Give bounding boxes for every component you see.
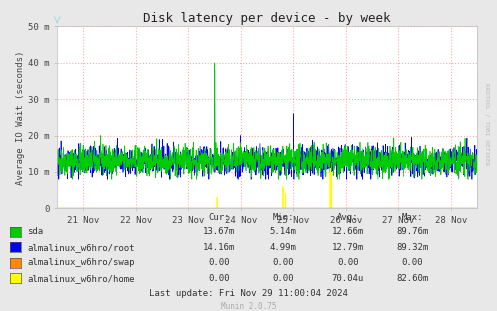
Text: 0.00: 0.00 <box>272 274 294 283</box>
Text: 82.60m: 82.60m <box>397 274 428 283</box>
Y-axis label: Average IO Wait (seconds): Average IO Wait (seconds) <box>16 50 25 185</box>
Title: Disk latency per device - by week: Disk latency per device - by week <box>144 12 391 25</box>
Text: 14.16m: 14.16m <box>203 243 235 252</box>
Text: sda: sda <box>27 227 43 236</box>
Text: Min:: Min: <box>272 213 294 222</box>
Text: 12.66m: 12.66m <box>332 227 364 236</box>
Text: 0.00: 0.00 <box>337 258 359 267</box>
Text: 0.00: 0.00 <box>208 258 230 267</box>
Text: Cur:: Cur: <box>208 213 230 222</box>
Text: 0.00: 0.00 <box>208 274 230 283</box>
Text: RRDTOOL / TOBI OETIKER: RRDTOOL / TOBI OETIKER <box>485 83 490 166</box>
Text: almalinux_w6hro/home: almalinux_w6hro/home <box>27 274 135 283</box>
Text: 12.79m: 12.79m <box>332 243 364 252</box>
Text: almalinux_w6hro/swap: almalinux_w6hro/swap <box>27 258 135 267</box>
Text: 5.14m: 5.14m <box>270 227 297 236</box>
Text: Avg:: Avg: <box>337 213 359 222</box>
Text: Last update: Fri Nov 29 11:00:04 2024: Last update: Fri Nov 29 11:00:04 2024 <box>149 290 348 298</box>
Text: 13.67m: 13.67m <box>203 227 235 236</box>
Text: 89.32m: 89.32m <box>397 243 428 252</box>
Text: 89.76m: 89.76m <box>397 227 428 236</box>
Text: Max:: Max: <box>402 213 423 222</box>
Text: 0.00: 0.00 <box>402 258 423 267</box>
Text: 70.04u: 70.04u <box>332 274 364 283</box>
Text: almalinux_w6hro/root: almalinux_w6hro/root <box>27 243 135 252</box>
Text: 4.99m: 4.99m <box>270 243 297 252</box>
Text: Munin 2.0.75: Munin 2.0.75 <box>221 302 276 311</box>
Text: 0.00: 0.00 <box>272 258 294 267</box>
